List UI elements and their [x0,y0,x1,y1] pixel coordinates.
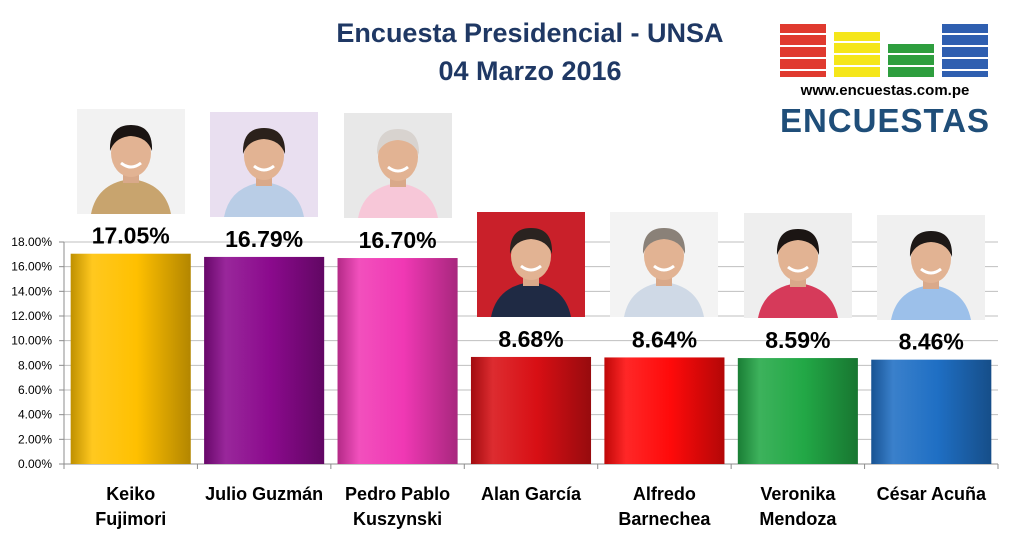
encuestas-logo: www.encuestas.com.pe ENCUESTAS [776,18,994,142]
category-label: Fujimori [95,509,166,529]
bar [470,356,592,464]
y-tick-label: 18.00% [11,235,52,249]
value-label: 16.70% [359,227,437,253]
value-label: 16.79% [225,226,303,252]
value-label: 8.46% [899,329,964,355]
bar [337,258,458,464]
category-label: César Acuña [877,484,987,504]
title-line-1: Encuesta Presidencial - UNSA [336,18,724,48]
candidate-photo [76,108,185,214]
logo-block-red [780,24,826,77]
category-label: Julio Guzmán [205,484,323,504]
category-label: Kuszynski [353,509,442,529]
candidate-photo [877,214,986,320]
value-label: 17.05% [92,223,170,249]
category-label: Mendoza [759,509,837,529]
candidate-photo [743,213,852,319]
chart-title: Encuesta Presidencial - UNSA 04 Marzo 20… [300,14,760,90]
candidate-photo [477,211,585,317]
y-tick-label: 8.00% [18,358,52,372]
category-label: Barnechea [618,509,711,529]
candidate-photo [343,113,452,219]
y-tick-label: 16.00% [11,260,52,274]
y-tick-label: 12.00% [11,309,52,323]
bar [871,359,992,464]
category-label: Keiko [106,484,155,504]
logo-block-blue [942,24,988,77]
category-label: Alan García [481,484,582,504]
category-label: Veronika [760,484,836,504]
y-tick-label: 2.00% [18,432,52,446]
bar [604,357,725,464]
logo-url: www.encuestas.com.pe [800,82,970,99]
category-label: Alfredo [633,484,696,504]
title-line-2: 04 Marzo 2016 [438,56,622,86]
candidate-photo [210,111,319,217]
bar [737,358,858,464]
bar [204,256,325,464]
logo-block-green [888,44,934,77]
logo-block-yellow [834,32,880,77]
y-tick-label: 10.00% [11,334,52,348]
y-tick-label: 6.00% [18,383,52,397]
bar [70,253,191,464]
category-label: Pedro Pablo [345,484,450,504]
y-tick-label: 14.00% [11,284,52,298]
value-label: 8.64% [632,326,697,352]
y-tick-label: 0.00% [18,457,52,471]
logo-wordmark: ENCUESTAS [779,102,991,139]
value-label: 8.68% [498,326,563,352]
y-tick-label: 4.00% [18,408,52,422]
value-label: 8.59% [765,327,830,353]
candidate-photo [610,212,719,318]
